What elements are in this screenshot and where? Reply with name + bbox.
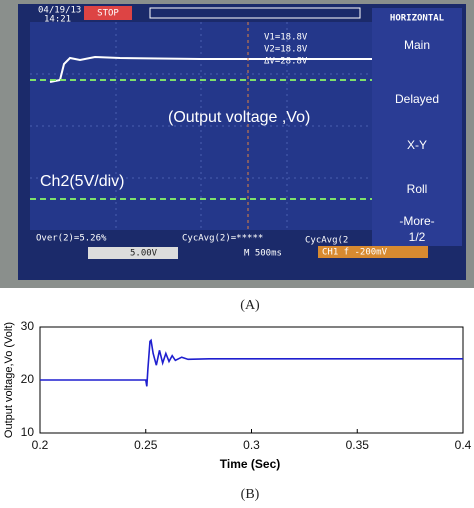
date: 04/19/13 (38, 6, 81, 16)
measurement: CycAvg(2)=***** (182, 234, 263, 244)
measurement: CycAvg(2 (305, 236, 348, 246)
readout: V2=18.8V (264, 45, 308, 55)
menu-buttons: Main Delayed X-Y Roll -More- 1/2 (395, 38, 439, 244)
menu-panel (372, 8, 462, 246)
x-tick-label: 0.2 (32, 438, 49, 452)
x-tick-label: 0.35 (346, 438, 370, 452)
menu-button: Roll (407, 182, 428, 196)
menu-button: 1/2 (409, 230, 426, 244)
y-tick-label: 20 (21, 372, 35, 386)
scope-grid (30, 22, 372, 230)
measurement: Over(2)=5.26% (36, 234, 107, 244)
line-chart: 10 20 30 0.2 0.25 0.3 0.35 0.4 (21, 319, 472, 452)
time: 14:21 (44, 15, 71, 25)
scale-box (88, 247, 178, 259)
oscilloscope-photo: 04/19/13 14:21 STOP V1=18.8V V2=18.8V ΔV… (0, 0, 474, 288)
annotation: (Output voltage ,Vo) (168, 109, 310, 126)
x-tick-label: 0.3 (243, 438, 260, 452)
readout: ΔV=28.8V (264, 57, 308, 67)
menu-title: HORIZONTAL (390, 14, 445, 24)
caption: (A) (240, 298, 260, 313)
trigger: CH1 f -200mV (322, 248, 388, 258)
x-axis-label: Time (Sec) (220, 457, 280, 471)
y-tick-label: 10 (21, 425, 35, 439)
caption: (B) (241, 487, 260, 502)
y-axis-label: Output voltage,Vo (Volt) (3, 322, 15, 438)
scope-trace (49, 55, 372, 83)
timeline (149, 7, 361, 19)
timebase: M 500ms (244, 249, 282, 259)
y-tick-label: 30 (21, 319, 35, 333)
menu-button: Main (404, 38, 430, 52)
readout: V1=18.8V (264, 33, 308, 43)
menu-button: -More- (399, 214, 434, 228)
status-box (84, 6, 132, 20)
status: STOP (97, 9, 119, 19)
scale: 5.00V (130, 249, 158, 259)
trigger-box (318, 246, 428, 258)
menu-button: Delayed (395, 92, 439, 106)
x-tick-label: 0.25 (134, 438, 158, 452)
annotation: Ch2(5V/div) (40, 173, 124, 190)
x-tick-label: 0.4 (455, 438, 472, 452)
series-line (40, 338, 463, 387)
menu-button: X-Y (407, 138, 427, 152)
